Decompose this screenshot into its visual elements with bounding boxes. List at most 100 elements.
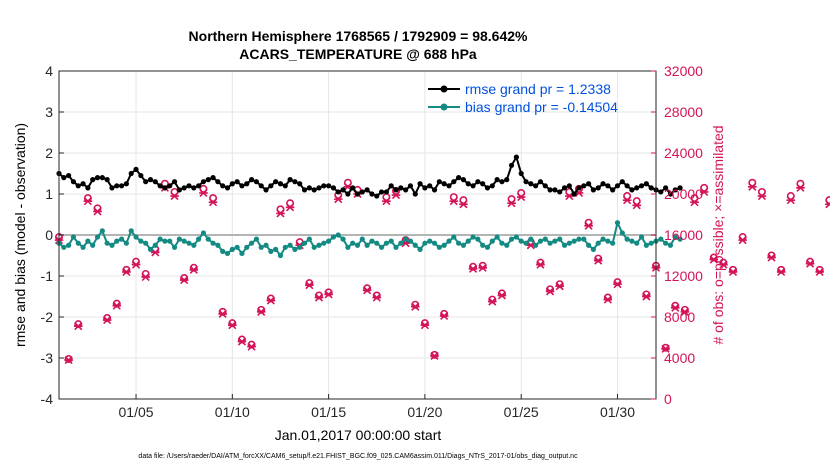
obs-assimilated-point-72 bbox=[747, 182, 757, 191]
bias-point-68 bbox=[383, 240, 389, 246]
bias-point-122 bbox=[643, 242, 649, 248]
bias-point-97 bbox=[523, 240, 529, 246]
obs-assimilated-point-13 bbox=[179, 276, 189, 285]
rmse-point-125 bbox=[658, 189, 664, 195]
bias-point-80 bbox=[441, 242, 447, 248]
obs-assimilated-point-67 bbox=[699, 187, 709, 197]
rmse-point-103 bbox=[552, 187, 558, 193]
obs-assimilated-point-4 bbox=[93, 207, 102, 216]
rmse-point-23 bbox=[167, 183, 173, 189]
rmse-point-44 bbox=[268, 183, 274, 189]
bias-point-83 bbox=[456, 240, 462, 246]
rmse-point-76 bbox=[422, 185, 428, 191]
obs-assimilated-point-64 bbox=[670, 303, 680, 312]
obs-assimilated-point-24 bbox=[285, 203, 295, 212]
rmse-point-47 bbox=[282, 183, 288, 189]
obs-assimilated-point-73 bbox=[757, 191, 767, 201]
bias-point-65 bbox=[369, 238, 375, 244]
rmse-point-85 bbox=[465, 181, 471, 187]
bias-point-5 bbox=[80, 244, 86, 250]
obs-assimilated-point-40 bbox=[439, 311, 449, 321]
rmse-point-110 bbox=[585, 181, 592, 187]
rmse-point-120 bbox=[634, 185, 640, 191]
obs-assimilated-point-44 bbox=[478, 263, 487, 272]
obs-assimilated-point-22 bbox=[266, 296, 276, 305]
bias-point-21 bbox=[157, 236, 163, 242]
bias-point-64 bbox=[364, 242, 370, 248]
y-axis-label-right: # of obs: o=possible; ×=assimilated bbox=[710, 125, 726, 344]
y-left-tick-label-3: -1 bbox=[41, 268, 54, 284]
obs-assimilated-point-79 bbox=[815, 267, 824, 276]
obs-possible-point-70 bbox=[729, 265, 738, 274]
obs-assimilated-point-15 bbox=[199, 188, 208, 198]
bias-point-31 bbox=[205, 236, 211, 242]
x-tick-label-3: 01/20 bbox=[407, 404, 442, 420]
obs-assimilated-point-29 bbox=[333, 195, 343, 204]
legend-rmse-marker bbox=[440, 85, 448, 93]
y-right-tick-label-8: 32000 bbox=[664, 63, 703, 79]
rmse-point-88 bbox=[480, 181, 486, 187]
bias-point-107 bbox=[571, 238, 577, 244]
rmse-point-18 bbox=[143, 179, 149, 185]
bias-point-8 bbox=[94, 234, 101, 240]
rmse-point-95 bbox=[513, 154, 519, 160]
y-left-tick-label-0: -4 bbox=[41, 391, 54, 407]
bias-point-98 bbox=[528, 236, 534, 242]
bias-point-43 bbox=[263, 242, 269, 248]
y-right-tick-label-2: 8000 bbox=[664, 309, 695, 325]
obs-assimilated-point-6 bbox=[112, 301, 122, 310]
bias-point-2 bbox=[66, 242, 72, 248]
obs-assimilated-point-1 bbox=[64, 355, 73, 365]
rmse-point-79 bbox=[436, 179, 442, 185]
bias-point-117 bbox=[619, 230, 625, 236]
rmse-point-11 bbox=[109, 185, 115, 191]
obs-assimilated-point-80 bbox=[825, 200, 830, 209]
obs-assimilated-point-52 bbox=[555, 282, 565, 291]
rmse-point-14 bbox=[123, 181, 130, 187]
obs-assimilated-point-3 bbox=[83, 197, 93, 206]
rmse-point-31 bbox=[205, 177, 211, 183]
obs-possible-point-61 bbox=[642, 290, 651, 299]
y-left-tick-label-2: -2 bbox=[41, 309, 54, 325]
bias-point-91 bbox=[494, 234, 500, 240]
obs-possible-point-63 bbox=[661, 343, 670, 352]
obs-assimilated-point-46 bbox=[497, 291, 507, 300]
rmse-point-127 bbox=[667, 191, 674, 197]
x-tick-label-2: 01/15 bbox=[311, 404, 346, 420]
bias-point-85 bbox=[465, 238, 471, 244]
rmse-point-83 bbox=[456, 175, 462, 181]
obs-possible-point-65 bbox=[680, 305, 689, 314]
rmse-point-96 bbox=[518, 170, 524, 177]
bias-point-73 bbox=[407, 238, 414, 244]
obs-assimilated-point-38 bbox=[420, 321, 430, 330]
bias-point-35 bbox=[224, 250, 231, 257]
obs-assimilated-point-19 bbox=[237, 337, 247, 346]
rmse-point-62 bbox=[354, 191, 361, 197]
obs-assimilated-point-78 bbox=[805, 259, 815, 268]
bias-point-71 bbox=[398, 240, 404, 246]
bias-point-41 bbox=[253, 236, 259, 242]
bias-point-108 bbox=[576, 236, 582, 242]
bias-point-72 bbox=[403, 236, 409, 242]
rmse-point-74 bbox=[412, 191, 418, 197]
rmse-point-13 bbox=[118, 183, 125, 189]
rmse-point-117 bbox=[619, 179, 625, 185]
obs-possible-point-18 bbox=[228, 319, 237, 328]
bias-point-44 bbox=[268, 248, 274, 254]
obs-possible-point-5 bbox=[103, 314, 112, 323]
y-left-tick-label-4: 0 bbox=[45, 227, 53, 243]
obs-possible-point-26 bbox=[305, 279, 314, 288]
rmse-point-102 bbox=[547, 187, 553, 193]
rmse-point-61 bbox=[350, 185, 356, 191]
bias-point-120 bbox=[634, 240, 640, 246]
bias-point-93 bbox=[504, 242, 510, 248]
bias-point-59 bbox=[340, 236, 346, 242]
rmse-point-92 bbox=[499, 179, 505, 185]
bias-point-112 bbox=[595, 240, 601, 246]
y-left-tick-label-6: 2 bbox=[45, 145, 53, 161]
obs-possible-point-51 bbox=[546, 285, 555, 294]
rmse-point-58 bbox=[335, 189, 341, 195]
rmse-point-29 bbox=[196, 183, 202, 189]
rmse-point-49 bbox=[292, 179, 298, 185]
obs-possible-point-28 bbox=[324, 288, 333, 297]
